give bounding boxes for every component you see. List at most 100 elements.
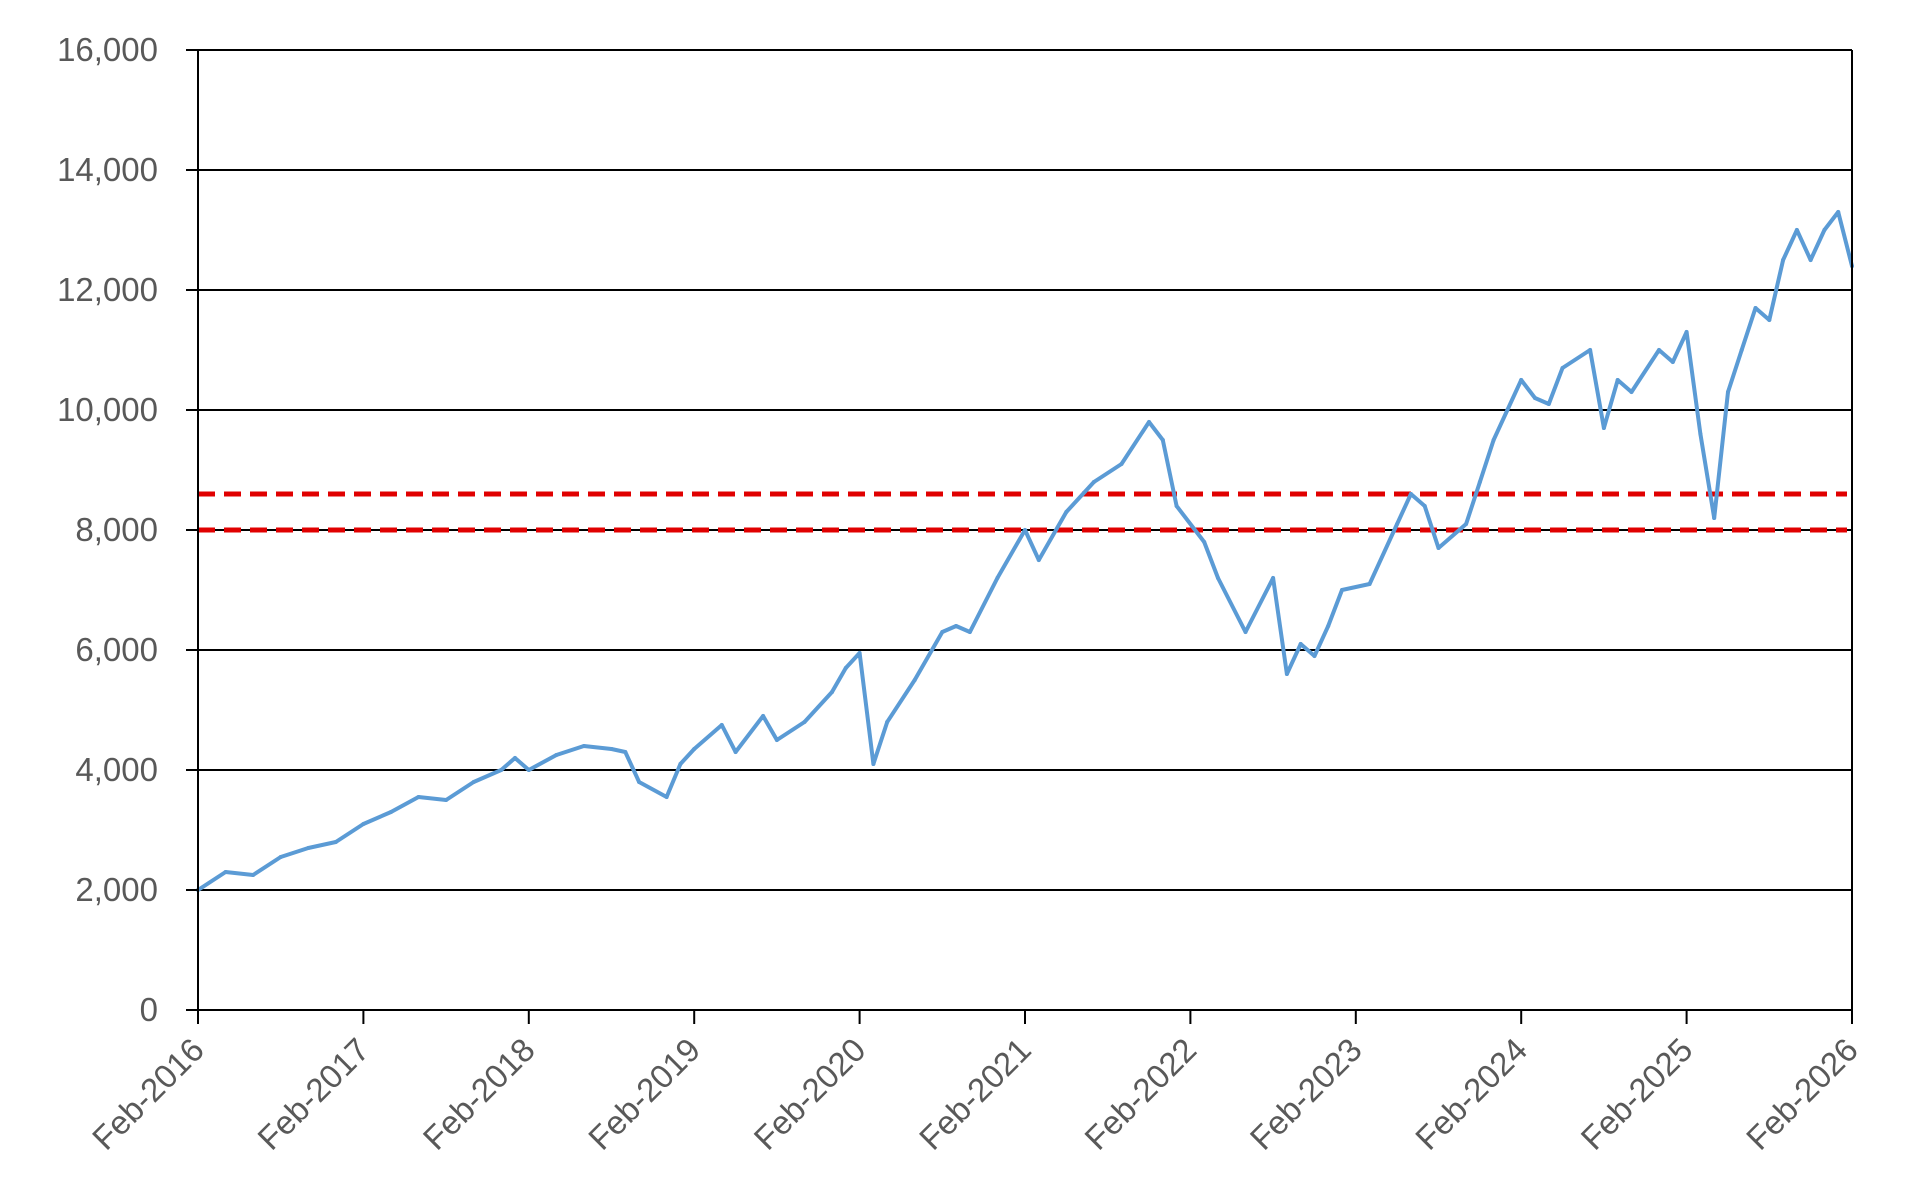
series-line	[196, 210, 1854, 892]
x-tick-label: Feb-2016	[85, 1031, 211, 1157]
data-point	[871, 762, 876, 766]
data-point	[761, 714, 766, 718]
data-point	[1147, 420, 1152, 424]
data-point	[499, 768, 504, 772]
data-point	[1395, 522, 1400, 526]
data-point	[1464, 522, 1469, 526]
data-point	[1243, 630, 1248, 634]
data-point	[1422, 504, 1427, 508]
data-point	[1174, 504, 1179, 508]
data-point	[1491, 438, 1496, 442]
data-point	[278, 855, 283, 859]
data-point	[885, 720, 890, 724]
data-point	[967, 630, 972, 634]
data-point	[1794, 228, 1799, 232]
data-point	[830, 690, 835, 694]
data-point	[1725, 390, 1730, 394]
data-point	[223, 870, 228, 874]
data-point	[802, 720, 807, 724]
data-point	[1712, 516, 1717, 520]
data-point	[1340, 588, 1345, 592]
data-point	[526, 768, 531, 772]
data-point	[692, 747, 697, 751]
data-point	[940, 630, 945, 634]
data-point	[361, 822, 366, 826]
x-tick-label: Feb-2024	[1408, 1031, 1534, 1157]
y-tick-label: 0	[140, 991, 158, 1028]
x-tick-label: Feb-2020	[746, 1031, 872, 1157]
x-tick-label: Feb-2017	[250, 1031, 376, 1157]
y-tick-label: 10,000	[57, 391, 158, 428]
data-point	[1023, 528, 1027, 532]
x-tick-labels: Feb-2016 Feb-2017 Feb-2018 Feb-2019 Feb-2020…	[85, 1031, 1865, 1157]
data-point	[444, 798, 449, 802]
series-layer	[196, 210, 1854, 892]
data-point	[1822, 228, 1827, 232]
reference-lines	[198, 491, 1847, 533]
data-point	[857, 651, 862, 655]
data-point	[306, 846, 311, 850]
data-point	[1284, 672, 1289, 676]
data-point	[1560, 366, 1565, 370]
x-tick-label: Feb-2025	[1573, 1031, 1699, 1157]
data-point	[1367, 582, 1372, 586]
data-point	[1808, 258, 1813, 262]
y-tick-label: 2,000	[75, 871, 158, 908]
data-point	[1670, 360, 1675, 364]
data-point	[678, 762, 683, 766]
data-point	[1436, 546, 1441, 550]
x-tick-label: Feb-2026	[1739, 1031, 1865, 1157]
data-point	[1505, 408, 1510, 412]
data-point	[333, 840, 338, 844]
data-point	[581, 744, 586, 748]
data-point	[609, 747, 614, 751]
data-point	[1202, 540, 1207, 544]
data-point	[1684, 330, 1689, 334]
data-point	[1519, 378, 1524, 382]
data-point	[995, 576, 1000, 580]
data-point	[1036, 558, 1041, 562]
data-point	[719, 723, 724, 727]
data-point	[1215, 576, 1220, 580]
data-point	[1271, 576, 1276, 580]
data-point	[1629, 390, 1634, 394]
y-tick-labels: 0 2,000 4,000 6,000 8,000 10,000 12,000 14,000 1…	[57, 31, 158, 1028]
y-tick-label: 12,000	[57, 271, 158, 308]
data-point	[1739, 348, 1744, 352]
data-point	[733, 750, 738, 754]
data-point	[1767, 318, 1772, 322]
data-point	[1477, 480, 1482, 484]
data-point	[1753, 306, 1758, 310]
axes	[186, 49, 1853, 1024]
data-point	[471, 780, 476, 784]
y-tick-label: 8,000	[75, 511, 158, 548]
data-point	[1160, 438, 1165, 442]
gridlines	[198, 49, 1852, 891]
data-point	[664, 795, 669, 799]
data-point	[774, 738, 779, 742]
data-point	[1657, 348, 1662, 352]
data-point	[1698, 432, 1703, 436]
data-point	[843, 666, 848, 670]
data-point	[637, 780, 642, 784]
x-tick-label: Feb-2021	[912, 1031, 1038, 1157]
data-point	[1298, 642, 1303, 646]
data-point	[1312, 654, 1317, 658]
data-point	[1091, 480, 1096, 484]
x-tick-label: Feb-2022	[1077, 1031, 1203, 1157]
y-tick-label: 6,000	[75, 631, 158, 668]
data-point	[554, 753, 559, 757]
x-tick-label: Feb-2019	[581, 1031, 707, 1157]
data-point	[1601, 426, 1606, 430]
data-point	[954, 624, 959, 628]
data-point	[416, 795, 421, 799]
x-tick-label: Feb-2023	[1243, 1031, 1369, 1157]
data-point	[1532, 396, 1537, 400]
y-tick-label: 4,000	[75, 751, 158, 788]
data-point	[1781, 258, 1786, 262]
data-point	[1546, 402, 1551, 406]
data-point	[1064, 510, 1069, 514]
data-point	[1119, 462, 1124, 466]
